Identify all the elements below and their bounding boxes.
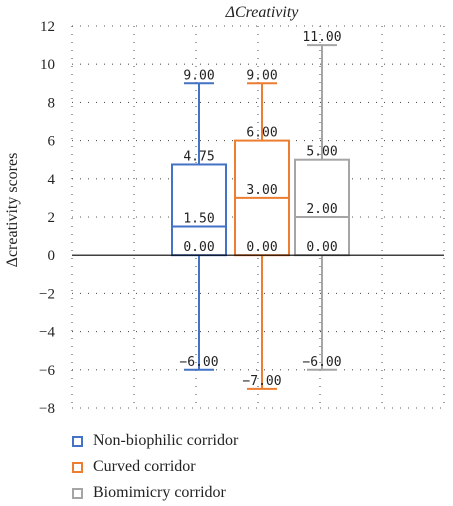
y-axis-ticks: −8 −6 −4 −2 0 2 4 6 8 10 12 <box>39 19 55 417</box>
value-label-max: 9.00 <box>246 68 277 83</box>
legend-label: Non-biophilic corridor <box>93 432 239 449</box>
legend-swatch <box>72 487 83 499</box>
y-tick-label: 2 <box>48 210 56 226</box>
value-label-q1: 0.00 <box>306 240 337 255</box>
value-label-median: 3.00 <box>246 183 277 198</box>
value-label-median: 2.00 <box>306 202 337 217</box>
box-3 <box>294 44 350 371</box>
box-plot-chart: ΔCreativity Δcreativity scores −8 −6 −4 −2 0… <box>4 4 445 417</box>
y-tick-label: 10 <box>40 57 55 73</box>
y-tick-label: −6 <box>39 363 55 379</box>
y-tick-label: 8 <box>48 95 56 111</box>
value-label-min: −6.00 <box>179 355 218 370</box>
value-label-max: 11.00 <box>302 30 341 45</box>
value-label-max: 9.00 <box>183 68 214 83</box>
y-tick-label: 0 <box>48 248 56 264</box>
y-tick-label: −4 <box>39 325 55 341</box>
y-tick-label: −2 <box>39 286 55 302</box>
y-tick-label: 4 <box>48 172 56 188</box>
value-label-q3: 4.75 <box>183 149 214 164</box>
y-axis-label: Δcreativity scores <box>4 153 21 268</box>
y-tick-label: −8 <box>39 401 55 417</box>
box-2 <box>234 82 290 390</box>
value-labels: 9.00 4.75 1.50 0.00 −6.00 9.00 6.00 3.00 0.00 −7.… <box>179 30 341 389</box>
value-label-q3: 6.00 <box>246 126 277 141</box>
y-tick-label: 12 <box>40 19 55 35</box>
value-label-min: −6.00 <box>302 355 341 370</box>
legend: Non-biophilic corridor Curved corridor Bio… <box>72 428 238 506</box>
legend-item: Non-biophilic corridor <box>72 428 238 454</box>
legend-swatch <box>72 461 83 473</box>
legend-label: Biomimicry corridor <box>93 484 226 501</box>
value-label-q1: 0.00 <box>183 240 214 255</box>
chart-title: ΔCreativity <box>225 4 300 21</box>
box-rect <box>171 163 227 257</box>
boxes <box>171 44 350 390</box>
box-rect <box>294 158 350 257</box>
value-label-q3: 5.00 <box>306 145 337 160</box>
box-1 <box>171 82 227 371</box>
legend-swatch <box>72 435 83 447</box>
legend-item: Biomimicry corridor <box>72 480 238 506</box>
value-label-min: −7.00 <box>242 374 281 389</box>
legend-label: Curved corridor <box>93 458 196 475</box>
y-tick-label: 6 <box>48 134 56 150</box>
legend-item: Curved corridor <box>72 454 238 480</box>
value-label-median: 1.50 <box>183 212 214 227</box>
value-label-q1: 0.00 <box>246 240 277 255</box>
